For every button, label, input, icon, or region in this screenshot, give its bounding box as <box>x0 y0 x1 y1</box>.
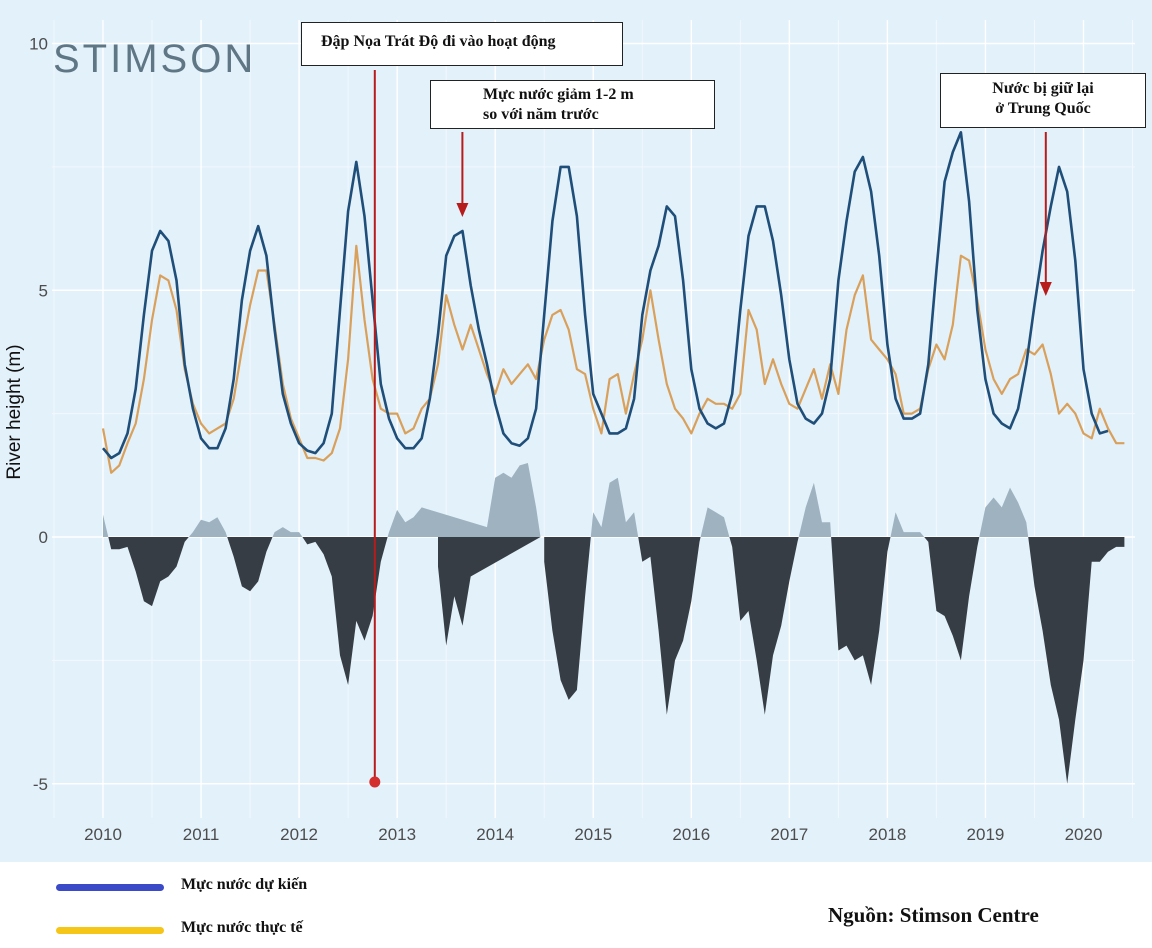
deficit-area <box>302 537 388 685</box>
x-tick-label: 2010 <box>84 825 122 844</box>
y-tick-label: 5 <box>39 281 48 300</box>
plot-background <box>0 0 1152 862</box>
gridlines <box>52 20 1135 818</box>
x-axis-ticks: 2010 2011 2012 2013 2014 2015 2016 2017 2018 2019… <box>84 825 1102 844</box>
annotation-china-retention: Nước bị giữ lại ở Trung Quốc <box>940 73 1146 128</box>
deficit-area <box>108 537 189 607</box>
x-tick-label: 2019 <box>967 825 1005 844</box>
surplus-area <box>890 512 925 537</box>
deficit-area <box>729 537 799 715</box>
surplus-area <box>387 463 541 537</box>
y-tick-label: -5 <box>33 775 48 794</box>
deficit-area <box>831 537 891 685</box>
annotation-water-decline-line-1: Mực nước giảm 1-2 m <box>483 86 634 103</box>
surplus-area <box>798 482 832 537</box>
dam-marker-dot <box>369 776 381 788</box>
legend-label-actual: Mực nước thực tế <box>181 919 303 936</box>
x-tick-label: 2014 <box>476 825 514 844</box>
legend-swatch-expected <box>56 884 164 891</box>
x-tick-label: 2013 <box>378 825 416 844</box>
x-tick-label: 2017 <box>770 825 808 844</box>
deficit-area <box>1028 537 1125 784</box>
y-axis-label: River height (m) <box>4 344 25 479</box>
legend-label-expected: Mực nước dự kiến <box>181 876 308 893</box>
x-tick-label: 2018 <box>868 825 906 844</box>
deficit-area <box>438 537 541 646</box>
surplus-area <box>103 514 109 537</box>
surplus-area <box>188 517 228 537</box>
source-credit: Nguồn: Stimson Centre <box>828 903 1039 927</box>
annotation-china-retention-line-2: ở Trung Quốc <box>995 100 1091 117</box>
stimson-logo-text: STIMSON <box>53 37 256 81</box>
expected-level-line <box>102 131 1109 460</box>
y-tick-label: 0 <box>39 528 48 547</box>
deficit-area <box>544 537 591 700</box>
deficit-area <box>638 537 701 715</box>
annotation-dam-operation-line-1: Đập Nọa Trát Độ đi vào hoạt động <box>321 33 556 50</box>
deficit-area <box>924 537 980 661</box>
annotation-water-decline-line-2: so với năm trước <box>483 106 599 123</box>
decline-arrow-head <box>456 203 469 217</box>
stimson-logo: STIMSON <box>53 37 256 81</box>
legend-swatch-actual <box>56 927 164 934</box>
actual-level-line <box>101 244 1125 474</box>
surplus-area <box>272 527 303 537</box>
annotation-china-retention-line-1: Nước bị giữ lại <box>992 80 1094 97</box>
y-tick-label: 10 <box>29 35 48 54</box>
x-tick-label: 2012 <box>280 825 318 844</box>
x-tick-label: 2015 <box>574 825 612 844</box>
annotation-water-decline: Mực nước giảm 1-2 m so với năm trước <box>430 80 715 129</box>
annotation-dam-operation: Đập Nọa Trát Độ đi vào hoạt động <box>301 22 623 66</box>
x-tick-label: 2011 <box>183 825 220 844</box>
china-arrow-head <box>1039 282 1052 296</box>
x-tick-label: 2016 <box>672 825 710 844</box>
surplus-area <box>700 507 730 537</box>
y-axis-ticks: -5 0 5 10 <box>29 35 48 794</box>
deficit-area <box>227 537 273 592</box>
difference-area <box>103 463 1125 784</box>
x-tick-label: 2020 <box>1065 825 1103 844</box>
surplus-area <box>979 487 1029 537</box>
annotation-arrows <box>369 70 1052 788</box>
series-lines <box>101 131 1125 474</box>
surplus-area <box>590 477 639 537</box>
